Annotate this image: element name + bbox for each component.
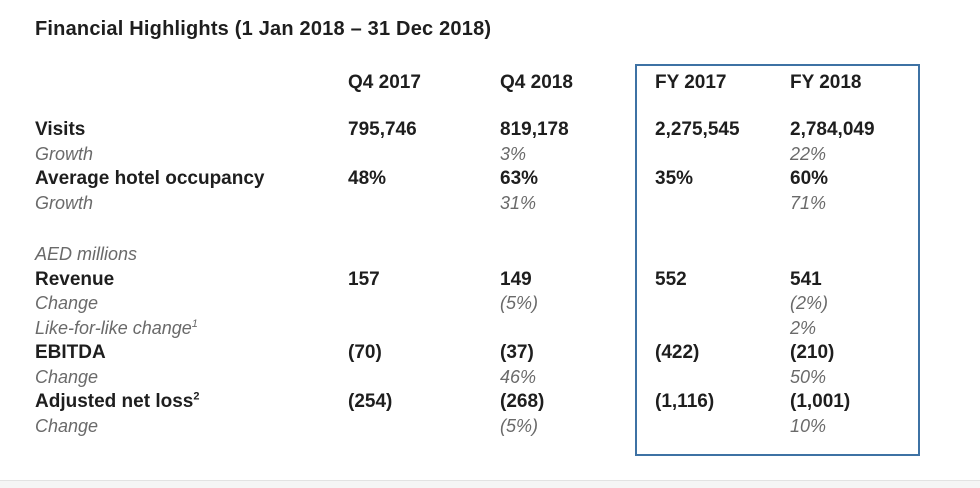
column-header-fy-2018: FY 2018 (790, 72, 862, 93)
row-label: Average hotel occupancy (35, 168, 264, 190)
table-row: EBITDA (70) (37) (422) (210) (0, 342, 980, 367)
row-label-text: Average hotel occupancy (35, 168, 265, 189)
row-label: Growth (35, 193, 93, 214)
cell-value: 2,784,049 (790, 119, 875, 140)
cell-value: 31% (500, 192, 537, 213)
row-label: AED millions (35, 244, 137, 265)
row-label: Change (35, 293, 98, 314)
slide-bottom-edge (0, 480, 980, 488)
cell-value: (422) (655, 342, 700, 363)
row-label: Change (35, 416, 98, 437)
row-label: Adjusted net loss2 (35, 391, 199, 413)
table-row: Average hotel occupancy 48% 63% 35% 60% (0, 168, 980, 193)
cell-value: (210) (790, 342, 835, 363)
row-label-text: Change (35, 366, 99, 387)
column-header-fy-2017: FY 2017 (655, 72, 727, 93)
cell-value: 48% (348, 168, 387, 189)
cell-value: 60% (790, 168, 829, 189)
cell-value: 10% (790, 415, 827, 436)
row-label: Growth (35, 144, 93, 165)
cell-value: (1,116) (655, 391, 715, 412)
row-label: Like-for-like change1 (35, 318, 198, 339)
row-label: Visits (35, 119, 85, 141)
table-row: AED millions (0, 244, 980, 269)
cell-value: 71% (790, 192, 827, 213)
cell-value: 46% (500, 366, 537, 387)
cell-value: (5%) (500, 293, 539, 313)
row-label-text: EBITDA (35, 342, 106, 363)
footnote-marker: 1 (191, 317, 198, 330)
row-label: EBITDA (35, 342, 106, 364)
cell-value: 149 (500, 268, 532, 290)
table-spacer-row (0, 217, 980, 244)
row-label-text: Change (35, 415, 99, 436)
table-row: Growth 31% 71% (0, 193, 980, 218)
table-row: Growth 3% 22% (0, 144, 980, 169)
cell-value: 541 (790, 268, 822, 290)
cell-value: 22% (790, 143, 827, 164)
cell-value: 50% (790, 366, 827, 387)
financial-table-body: Visits 795,746 819,178 2,275,545 2,784,049 Gr… (0, 119, 980, 440)
footnote-marker: 2 (193, 390, 200, 403)
row-label-text: Revenue (35, 268, 115, 290)
table-row: Change (5%) 10% (0, 416, 980, 441)
table-header-row: Q4 2017 Q4 2018 FY 2017 FY 2018 (0, 72, 980, 96)
table-row: Visits 795,746 819,178 2,275,545 2,784,049 (0, 119, 980, 144)
row-label: Revenue (35, 269, 114, 291)
cell-value: 35% (655, 168, 694, 189)
cell-value: 552 (655, 268, 687, 290)
cell-value: (70) (348, 342, 382, 363)
page-title: Financial Highlights (1 Jan 2018 – 31 De… (35, 18, 492, 40)
cell-value: (1,001) (790, 391, 851, 412)
row-label-text: Growth (35, 192, 94, 213)
cell-value: (268) (500, 391, 545, 412)
cell-value: 63% (500, 168, 539, 189)
row-label: Change (35, 367, 98, 388)
row-label-text: Adjusted net loss (35, 391, 194, 412)
cell-value: 2% (790, 317, 817, 338)
table-row: Change 46% 50% (0, 367, 980, 392)
row-label-text: Change (35, 293, 99, 313)
cell-value: (254) (348, 391, 393, 412)
table-row: Revenue 157 149 552 541 (0, 269, 980, 294)
table-row: Adjusted net loss2 (254) (268) (1,116) (1,00… (0, 391, 980, 416)
cell-value: (2%) (790, 293, 829, 313)
row-label-text: Visits (35, 119, 86, 140)
cell-value: (37) (500, 342, 534, 363)
cell-value: 2,275,545 (655, 119, 740, 140)
table-row: Change (5%) (2%) (0, 293, 980, 318)
cell-value: (5%) (500, 415, 539, 436)
row-label-text: AED millions (35, 244, 138, 264)
column-header-q4-2017: Q4 2017 (348, 72, 421, 93)
column-header-q4-2018: Q4 2018 (500, 72, 573, 93)
cell-value: 819,178 (500, 119, 569, 140)
row-label-text: Growth (35, 143, 94, 164)
cell-value: 795,746 (348, 119, 417, 140)
cell-value: 157 (348, 268, 380, 290)
row-label-text: Like-for-like change (35, 317, 192, 338)
cell-value: 3% (500, 143, 527, 164)
table-row: Like-for-like change1 2% (0, 318, 980, 343)
